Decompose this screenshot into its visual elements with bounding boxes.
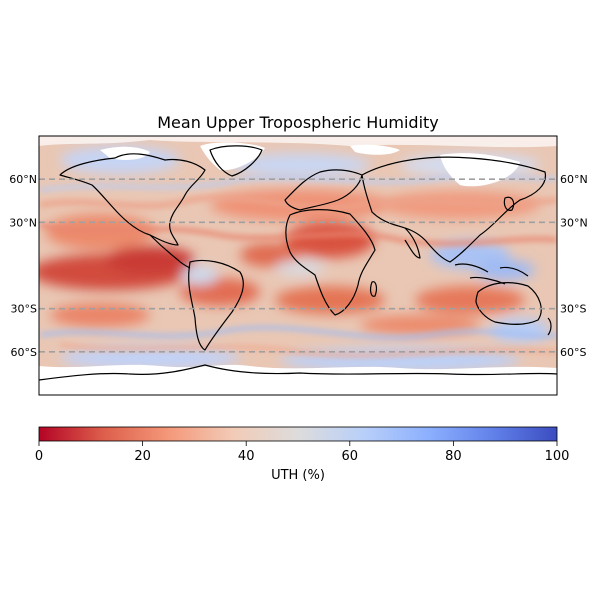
lat-label-left: 60°N [9, 173, 37, 186]
latitude-gridlines [39, 178, 557, 353]
colorbar-tick-label: 100 [545, 449, 570, 464]
colorbar: 0 20 40 60 80 100 UTH (%) [35, 426, 570, 483]
lat-label-left: 30°N [9, 216, 37, 229]
colorbar-ticks: 0 20 40 60 80 100 [35, 441, 570, 464]
coast-australia [475, 282, 542, 325]
lat-label-right: 60°N [560, 173, 588, 186]
lat-label-right: 30°S [560, 303, 586, 316]
coast-europe [284, 169, 363, 211]
lat-label-left: 30°S [11, 303, 37, 316]
coast-africa [285, 209, 376, 316]
colorbar-tick-label: 80 [445, 449, 462, 464]
coast-greenland [209, 145, 263, 177]
lat-label-right: 60°S [560, 346, 586, 359]
coast-madagascar [369, 281, 378, 297]
colorbar-tick-label: 40 [238, 449, 255, 464]
map-title: Mean Upper Tropospheric Humidity [157, 113, 439, 132]
coast-asia [361, 156, 547, 263]
coast-india [404, 227, 421, 259]
lat-label-right: 30°N [560, 216, 588, 229]
colorbar-gradient [38, 426, 558, 442]
colorbar-tick-label: 60 [342, 449, 359, 464]
lat-label-left: 60°S [11, 346, 37, 359]
coast-antarctica [39, 364, 557, 381]
uth-field [39, 146, 550, 372]
map-frame [38, 135, 558, 396]
coast-japan [503, 196, 515, 211]
lat-labels-right: 60°N 30°N 30°S 60°S [560, 173, 588, 359]
lat-labels-left: 60°N 30°N 30°S 60°S [9, 173, 37, 359]
colorbar-tick-label: 20 [134, 449, 151, 464]
coastlines [39, 145, 557, 381]
map-panel [39, 136, 557, 395]
coast-central-america [149, 234, 191, 269]
colorbar-tick-label: 0 [35, 449, 43, 464]
coast-south-america [188, 259, 244, 351]
colorbar-label: UTH (%) [271, 468, 325, 483]
coast-new-zealand [547, 317, 552, 336]
